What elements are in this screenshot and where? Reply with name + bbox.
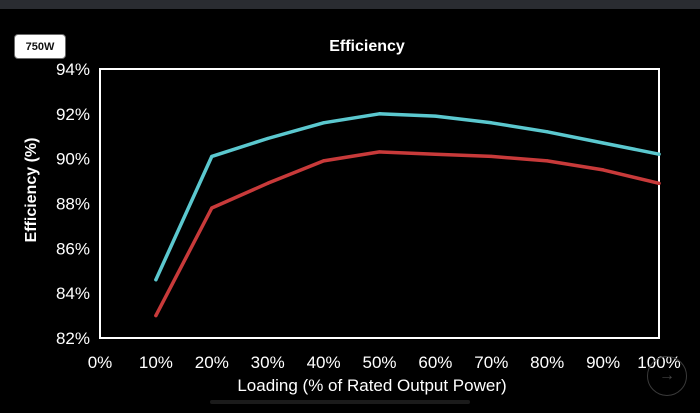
y-tick-label: 92% bbox=[56, 105, 90, 124]
series-2-point bbox=[266, 181, 270, 185]
plot-frame bbox=[99, 68, 660, 339]
x-tick-label: 70% bbox=[474, 353, 508, 372]
x-tick-label: 20% bbox=[195, 353, 229, 372]
series-2-point bbox=[657, 181, 661, 185]
x-axis-label: Loading (% of Rated Output Power) bbox=[237, 376, 506, 395]
wattage-tag-button[interactable]: 750W bbox=[14, 34, 66, 59]
series-1-point bbox=[657, 152, 661, 156]
arrow-right-icon: → bbox=[659, 367, 675, 384]
y-tick-label: 90% bbox=[56, 150, 90, 169]
chart-title: Efficiency bbox=[329, 38, 405, 55]
series-2-point bbox=[545, 159, 549, 163]
y-tick-label: 82% bbox=[56, 329, 90, 348]
series-1-point bbox=[601, 141, 605, 145]
series-1-point bbox=[210, 154, 214, 159]
series-2-point bbox=[601, 168, 605, 172]
x-tick-label: 90% bbox=[586, 353, 620, 372]
series-1-point bbox=[154, 278, 158, 282]
x-tick-label: 10% bbox=[139, 353, 173, 372]
series-1-point bbox=[322, 121, 326, 125]
x-tick-label: 30% bbox=[251, 353, 285, 372]
y-tick-label: 94% bbox=[56, 60, 90, 79]
series-2-point bbox=[322, 159, 326, 163]
series-2-point bbox=[489, 154, 493, 159]
series-2-point bbox=[154, 313, 158, 318]
series-1-point bbox=[545, 130, 549, 134]
series-2-point bbox=[433, 152, 437, 156]
top-bar bbox=[0, 0, 700, 9]
series-2-point bbox=[210, 206, 214, 210]
y-tick-label: 88% bbox=[56, 195, 90, 214]
y-tick-label: 84% bbox=[56, 284, 90, 303]
x-tick-label: 60% bbox=[418, 353, 452, 372]
series-1-point bbox=[489, 121, 493, 125]
series-2-point bbox=[377, 150, 382, 154]
y-tick-label: 86% bbox=[56, 239, 90, 258]
series-2-line bbox=[154, 150, 661, 318]
bottom-scroll-indicator bbox=[210, 400, 470, 404]
next-arrow-button[interactable]: → bbox=[647, 356, 687, 396]
series-1-line bbox=[154, 112, 661, 282]
series-1-point bbox=[377, 112, 382, 116]
x-tick-label: 40% bbox=[307, 353, 341, 372]
x-tick-label: 0% bbox=[88, 353, 113, 372]
x-tick-label: 50% bbox=[362, 353, 396, 372]
x-tick-label: 80% bbox=[530, 353, 564, 372]
series-1-point bbox=[433, 114, 437, 118]
series-1-point bbox=[266, 136, 270, 141]
y-axis-label: Efficiency (%) bbox=[23, 138, 40, 243]
